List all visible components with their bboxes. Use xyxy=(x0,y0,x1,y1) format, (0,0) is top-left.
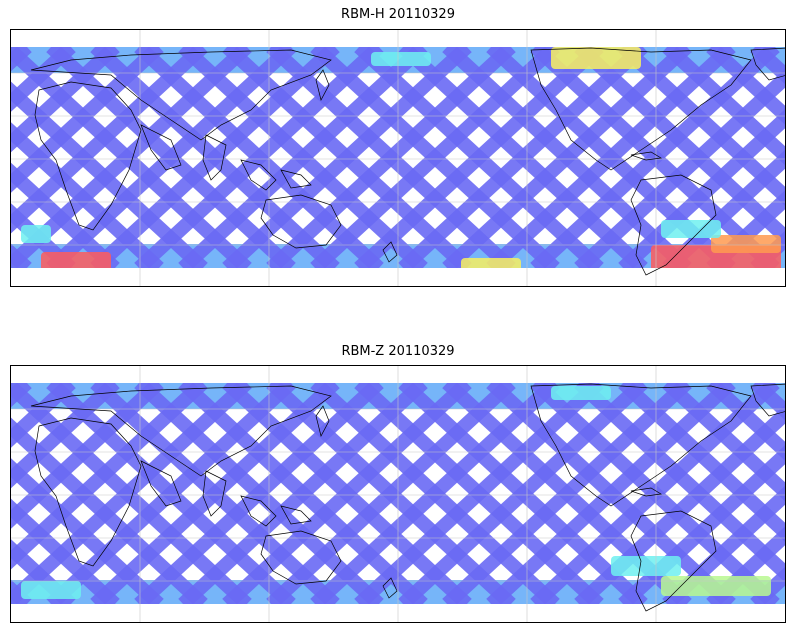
coastline xyxy=(240,495,312,527)
graticule xyxy=(11,366,785,622)
coastlines xyxy=(30,383,785,612)
swath-descending xyxy=(11,383,120,489)
coastline xyxy=(34,417,142,567)
high-flux-patch xyxy=(661,220,721,238)
swath-descending xyxy=(134,383,384,604)
swath-descending xyxy=(46,47,296,268)
swath-descending xyxy=(11,383,208,570)
coastlines xyxy=(30,47,785,276)
swath-descending xyxy=(662,485,785,604)
swath-ascending xyxy=(11,162,120,268)
swath-descending xyxy=(486,47,736,268)
swath-descending xyxy=(11,383,252,604)
high-flux-patch xyxy=(611,556,681,576)
swath-descending xyxy=(310,383,560,604)
high-flux-patch xyxy=(21,225,51,243)
coastline xyxy=(630,151,663,161)
coastline xyxy=(315,405,330,437)
coastline xyxy=(530,383,752,507)
coastline xyxy=(140,460,227,517)
coastline xyxy=(630,174,717,276)
swath-descending xyxy=(574,68,785,268)
coastline xyxy=(260,194,342,249)
coastline xyxy=(530,47,752,171)
panel-rbm-z: RBM-Z 20110329 xyxy=(0,336,794,636)
coastline xyxy=(382,241,398,263)
swath-descending xyxy=(178,47,428,268)
high-flux-patch xyxy=(551,386,611,400)
swath-descending xyxy=(11,47,76,112)
coastline xyxy=(34,81,142,231)
coastline xyxy=(30,385,332,477)
map-canvas xyxy=(11,366,785,622)
swath-ascending xyxy=(11,498,120,604)
swath-descending xyxy=(706,190,785,268)
panel-rbm-h: RBM-H 20110329 xyxy=(0,0,794,300)
swath-descending xyxy=(530,47,780,268)
high-flux-patch xyxy=(21,581,81,599)
swath-descending xyxy=(442,47,692,268)
high-flux-patch xyxy=(461,258,521,268)
coastline xyxy=(260,530,342,585)
swath-descending xyxy=(11,47,208,234)
coastline xyxy=(750,383,785,417)
high-flux-patch xyxy=(711,235,781,253)
swath-descending xyxy=(222,383,472,604)
high-flux-patch xyxy=(371,52,431,66)
coastline xyxy=(30,49,332,141)
swath-ascending xyxy=(662,47,785,166)
swath-descending xyxy=(398,47,648,268)
swath-descending xyxy=(11,383,32,408)
swath-ascending xyxy=(706,383,785,461)
swath-descending xyxy=(310,47,560,268)
high-flux-patch xyxy=(661,576,771,596)
swath-descending xyxy=(442,383,692,604)
swath-ascending xyxy=(706,47,785,125)
coastline xyxy=(630,487,663,497)
swath-descending xyxy=(46,383,296,604)
swath-descending xyxy=(706,526,785,604)
swath-descending xyxy=(222,47,472,268)
swath-descending xyxy=(398,383,648,604)
high-flux-patch xyxy=(551,47,641,69)
swath-descending xyxy=(90,47,340,268)
swath-descending xyxy=(134,47,384,268)
swath-descending xyxy=(178,383,428,604)
map-plot xyxy=(10,29,786,287)
swath-ascending xyxy=(662,383,785,502)
panel-title: RBM-H 20110329 xyxy=(341,7,455,22)
swath-ascending xyxy=(11,579,32,604)
swath-descending xyxy=(11,47,164,193)
swath-descending xyxy=(354,383,604,604)
coastline xyxy=(315,69,330,101)
swath-descending xyxy=(11,383,76,448)
swath-descending xyxy=(266,383,516,604)
swath-descending xyxy=(266,47,516,268)
coastline xyxy=(750,47,785,81)
coastline xyxy=(240,159,312,191)
panel-title: RBM-Z 20110329 xyxy=(341,344,455,359)
graticule xyxy=(11,30,785,286)
high-flux-patch xyxy=(41,252,111,268)
swath-layer xyxy=(11,383,785,604)
swath-layer xyxy=(11,47,785,268)
swath-descending xyxy=(530,383,780,604)
coastline xyxy=(630,510,717,612)
map-canvas xyxy=(11,30,785,286)
map-plot xyxy=(10,365,786,623)
coastline xyxy=(382,577,398,599)
coastline xyxy=(140,124,227,181)
swath-descending xyxy=(486,383,736,604)
swath-descending xyxy=(11,47,120,153)
swath-ascending xyxy=(11,539,76,604)
swath-descending xyxy=(11,383,164,529)
swath-descending xyxy=(354,47,604,268)
swath-descending xyxy=(90,383,340,604)
